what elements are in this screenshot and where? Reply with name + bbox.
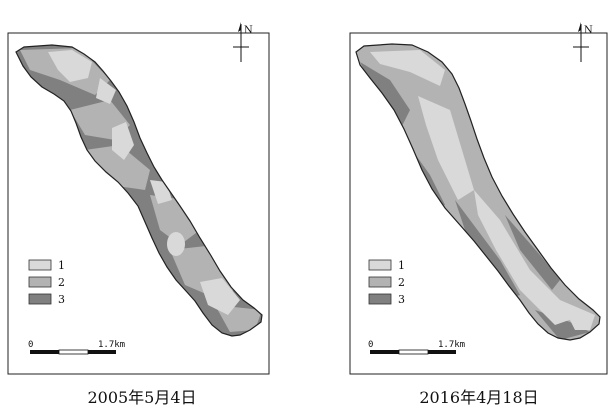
legend-swatch-3 [368,293,392,305]
legend-swatch-2 [368,276,392,288]
legend-label-2: 2 [58,276,65,289]
legend-swatch-3 [28,293,52,305]
scale-end-label: 1.7km [98,340,125,350]
legend-label-3: 3 [398,293,405,306]
north-arrow-2005: N [233,22,253,62]
legend-label-3: 3 [58,293,65,306]
legend-label-2: 2 [398,276,405,289]
scale-bar-2016: 0 1.7km [368,340,465,355]
scale-start-label: 0 [368,340,373,350]
north-label: N [584,25,593,36]
legend-2016: 1 2 3 [368,259,405,306]
legend-2005: 1 2 3 [28,259,65,306]
legend-swatch-2 [28,276,52,288]
legend-swatch-1 [28,259,52,271]
scale-start-label: 0 [28,340,33,350]
map-date-caption-2005: 2005年5月4日 [87,388,197,407]
scale-bar-2005: 0 1.7km [28,340,125,355]
scale-end-label: 1.7km [438,340,465,350]
legend-swatch-1 [368,259,392,271]
north-arrow-2016: N [573,22,593,62]
legend-label-1: 1 [398,259,405,272]
map-date-caption-2016: 2016年4月18日 [419,388,539,407]
north-label: N [244,25,253,36]
legend-label-1: 1 [58,259,65,272]
